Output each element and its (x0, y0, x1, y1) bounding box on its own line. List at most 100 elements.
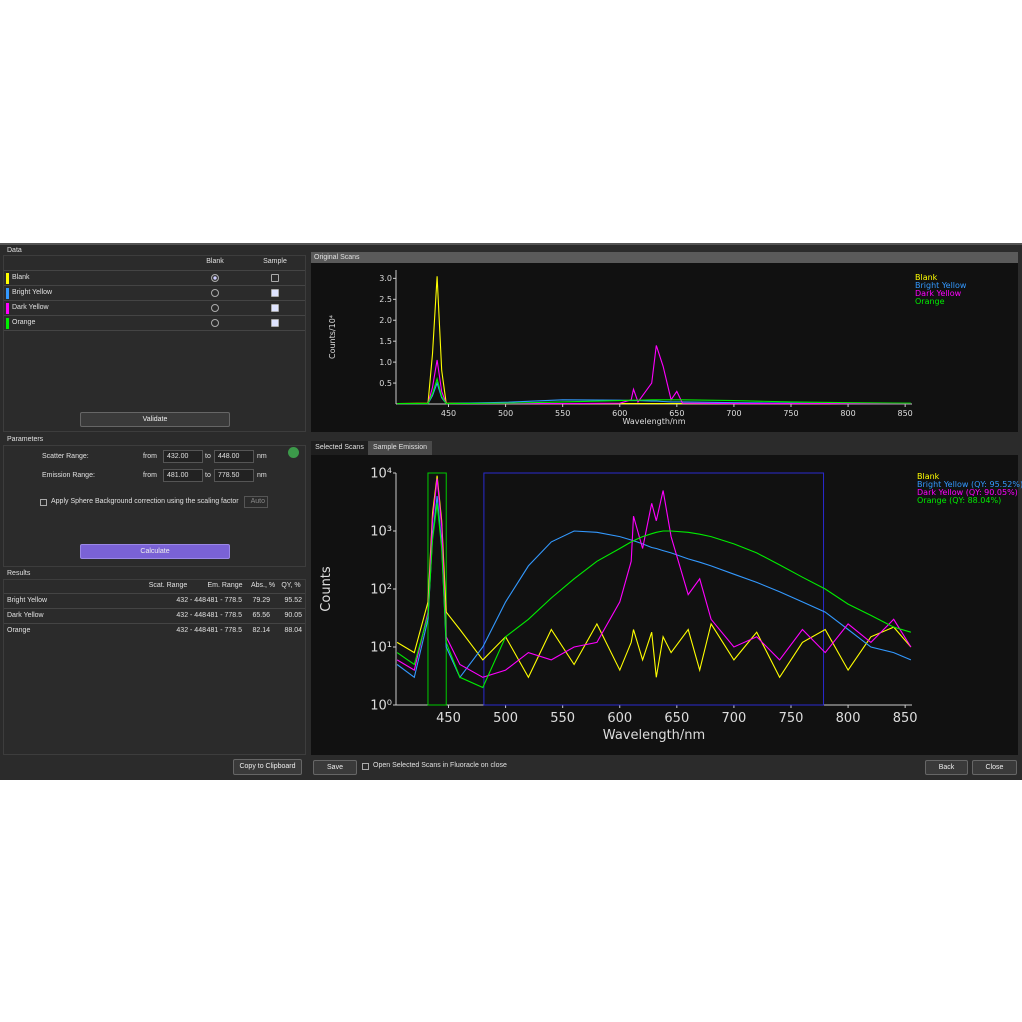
x-tick-label: 550 (555, 409, 570, 418)
x-tick-label: 500 (498, 409, 513, 418)
calculate-button[interactable]: Calculate (80, 544, 230, 559)
x-tick-label: 650 (664, 711, 689, 726)
back-button[interactable]: Back (925, 760, 968, 775)
checkbox[interactable] (271, 289, 279, 297)
cell: 481 - 778.5 (206, 612, 242, 619)
from-label: from (143, 453, 157, 460)
series-line (397, 376, 911, 405)
cell: 432 - 448 (176, 597, 206, 604)
row-line (4, 270, 305, 271)
tab[interactable]: Sample Emission (368, 441, 432, 455)
validate-button[interactable]: Validate (80, 412, 230, 427)
series-line (396, 475, 912, 679)
radio[interactable] (211, 304, 219, 312)
x-tick-label: 650 (669, 409, 684, 418)
save-button[interactable]: Save (313, 760, 357, 775)
legend-label: Dark Yellow (915, 289, 962, 298)
checkbox[interactable] (271, 274, 279, 282)
tab[interactable]: Selected Scans (311, 441, 368, 455)
x-tick-label: 450 (436, 711, 461, 726)
x-tick-label: 700 (726, 409, 741, 418)
row-line (4, 623, 305, 624)
radio[interactable] (211, 274, 219, 282)
row-line (4, 608, 305, 609)
color-swatch (6, 318, 9, 329)
emission-label: Emission Range: (42, 472, 95, 479)
row-line (4, 330, 305, 331)
column-header: Abs., % (250, 582, 276, 589)
range-input[interactable]: 778.50 (214, 469, 254, 482)
row-name: Orange (12, 319, 36, 326)
color-swatch (6, 273, 9, 284)
row-name: Bright Yellow (7, 597, 48, 604)
copy-button[interactable]: Copy to Clipboard (233, 759, 302, 775)
radio[interactable] (211, 289, 219, 297)
cell: 481 - 778.5 (206, 627, 242, 634)
y-tick-label: 3.0 (379, 274, 392, 283)
unit-label: nm (257, 472, 267, 479)
cell: 65.56 (252, 612, 270, 619)
x-tick-label: 550 (550, 711, 575, 726)
x-tick-label: 600 (612, 409, 627, 418)
x-axis-label: Wavelength/nm (622, 417, 685, 426)
row-name: Blank (12, 274, 30, 281)
x-tick-label: 800 (836, 711, 861, 726)
checkbox-label: Apply Sphere Background correction using… (51, 498, 239, 505)
series-line (396, 478, 912, 678)
legend-label: Blank (915, 273, 938, 282)
checkbox[interactable] (362, 763, 369, 770)
range-input[interactable]: 432.00 (163, 450, 203, 463)
column-header: Scat. Range (148, 582, 188, 589)
checkbox[interactable] (271, 304, 279, 312)
legend-label: Bright Yellow (915, 281, 967, 290)
y-tick-label: 0.5 (379, 379, 392, 388)
y-tick-label: 1.5 (379, 337, 392, 346)
x-tick-label: 750 (779, 711, 804, 726)
close-button[interactable]: Close (972, 760, 1017, 775)
section-title: Data (7, 247, 22, 254)
cell: 481 - 778.5 (206, 597, 242, 604)
auto-input[interactable]: Auto (244, 496, 268, 508)
row-name: Orange (7, 627, 31, 634)
checkbox[interactable] (271, 319, 279, 327)
y-tick-label: 10³ (370, 525, 392, 540)
legend-label: Dark Yellow (QY: 90.05%) (917, 488, 1018, 497)
to-label: to (205, 472, 211, 479)
row-line (4, 315, 305, 316)
cell: 79.29 (252, 597, 270, 604)
y-tick-label: 2.5 (379, 295, 392, 304)
y-tick-label: 10¹ (370, 641, 392, 656)
row-line (4, 300, 305, 301)
x-tick-label: 500 (493, 711, 518, 726)
checkbox[interactable] (40, 499, 47, 506)
range-input[interactable]: 481.00 (163, 469, 203, 482)
range-input[interactable]: 448.00 (214, 450, 254, 463)
row-line (4, 593, 305, 594)
cell: 90.05 (284, 612, 302, 619)
radio[interactable] (211, 319, 219, 327)
x-tick-label: 800 (840, 409, 855, 418)
y-tick-label: 10⁰ (370, 699, 392, 714)
data-box (3, 255, 306, 432)
column-header: Blank (206, 258, 224, 265)
legend-label: Orange (915, 297, 945, 306)
x-tick-label: 850 (898, 409, 913, 418)
series-line (396, 503, 912, 689)
cell: 82.14 (252, 627, 270, 634)
cell: 432 - 448 (176, 612, 206, 619)
refresh-icon[interactable] (288, 447, 299, 458)
unit-label: nm (257, 453, 267, 460)
x-tick-label: 700 (721, 711, 746, 726)
x-tick-label: 600 (607, 711, 632, 726)
y-axis-label: Counts/10⁴ (328, 315, 337, 359)
range-box (427, 472, 447, 706)
section-title: Parameters (7, 436, 44, 443)
color-swatch (6, 303, 9, 314)
checkbox-label: Open Selected Scans in Fluoracle on clos… (373, 762, 507, 769)
series-line (397, 345, 911, 405)
color-swatch (6, 288, 9, 299)
cell: 432 - 448 (176, 627, 206, 634)
x-axis-label: Wavelength/nm (603, 728, 705, 743)
column-header: Sample (263, 258, 287, 265)
